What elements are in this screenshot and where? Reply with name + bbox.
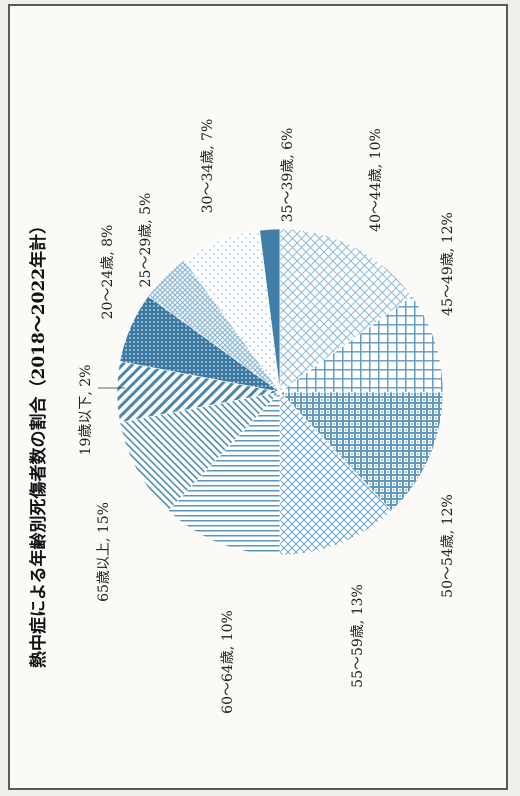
slice-label-1: 19歳以下, 2% [78,365,94,456]
slice-label-5: 35～39歳, 6% [280,128,296,223]
pie-slice-7 [167,391,281,556]
slice-label-6: 40～44歳, 10% [368,128,384,232]
slice-label-9: 55～59歳, 13% [350,584,366,688]
pie-labels: 19歳以下, 2% 20～24歳, 8% 25～29歳, 5% 30～34歳, 7% 3… [78,119,456,714]
slice-label-8: 50～54歳, 12% [440,494,456,598]
slice-label-4: 30～34歳, 7% [200,119,216,214]
chart-title-group: 熱中症による年齢別死傷者数の割合（2018～2022年計） [28,217,49,668]
pie-slice-9 [279,391,444,512]
slice-label-10: 60～64歳, 10% [220,610,236,714]
slice-label-3: 25～29歳, 5% [138,193,154,288]
slice-label-7: 45～49歳, 12% [440,212,456,316]
pie-slices [116,228,444,556]
slice-label-11: 65歳以上, 15% [96,502,112,602]
chart-title: 熱中症による年齢別死傷者数の割合（2018～2022年計） [28,217,49,668]
pie-slice-10 [279,295,444,393]
pie-slice-11 [279,228,413,393]
pie-slice-8 [279,391,393,556]
pie-slice-6 [119,391,281,512]
slice-label-2: 20～24歳, 8% [100,225,116,320]
